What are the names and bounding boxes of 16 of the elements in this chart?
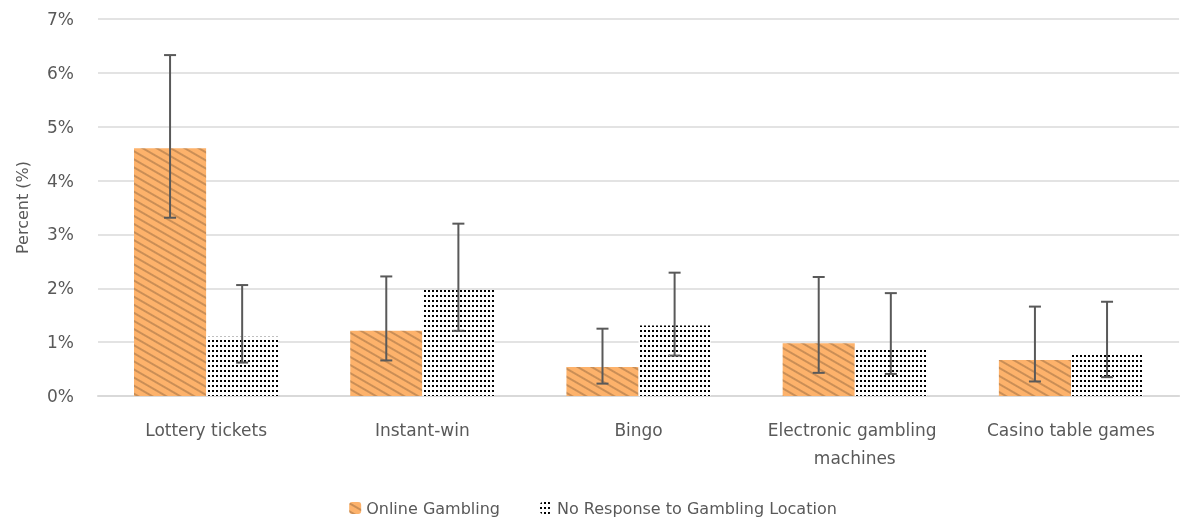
x-tick-label: Electronic gambling machines: [767, 420, 942, 468]
y-axis-title: Percent (%): [12, 161, 32, 254]
y-tick-label: 2%: [47, 278, 74, 299]
legend-label: No Response to Gambling Location: [557, 498, 837, 518]
y-tick-label: 1%: [47, 332, 74, 353]
x-tick-label: Bingo: [614, 420, 663, 440]
y-tick-label: 6%: [47, 62, 74, 83]
x-tick-label: Lottery tickets: [145, 420, 268, 440]
x-tick-label: Instant-win: [374, 420, 470, 440]
y-tick-label: 7%: [47, 9, 74, 29]
y-tick-label: 5%: [47, 116, 74, 137]
y-tick-label: 0%: [47, 386, 74, 406]
legend-label: Online Gambling: [366, 498, 501, 518]
y-tick-label: 3%: [47, 224, 74, 245]
x-tick-label: Casino table games: [986, 420, 1156, 440]
y-tick-label: 4%: [47, 170, 74, 191]
